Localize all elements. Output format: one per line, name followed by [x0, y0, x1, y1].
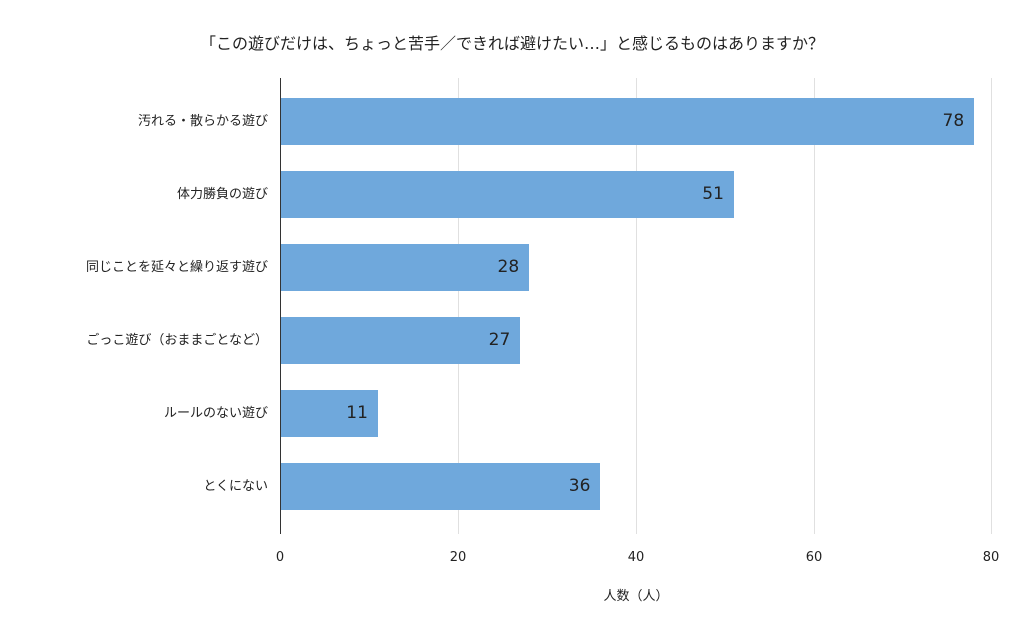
bar-value: 28	[497, 257, 520, 277]
bar-2: 28	[280, 244, 530, 291]
category-label: ごっこ遊び（おままごとなど）	[86, 333, 268, 348]
chart-title: 「この遊びだけは、ちょっと苦手／できれば避けたい…」と感じるものはありますか？	[199, 34, 824, 53]
x-tick: 0	[275, 550, 285, 565]
category-label: 体力勝負の遊び	[176, 187, 268, 202]
gridline-80	[991, 78, 992, 534]
gridline-40	[636, 78, 637, 534]
bar-4: 11	[280, 390, 378, 437]
x-tick: 20	[449, 550, 467, 565]
bar-1: 51	[280, 171, 734, 218]
category-label: 汚れる・散らかる遊び	[137, 114, 268, 129]
gridline-20	[458, 78, 459, 534]
bar-value: 36	[568, 476, 591, 496]
bar-value: 11	[346, 403, 368, 423]
bar-value: 78	[942, 111, 965, 131]
x-tick: 80	[982, 550, 1000, 565]
bar-value: 51	[702, 184, 724, 204]
category-label: ルールのない遊び	[163, 406, 268, 421]
bar-value: 27	[488, 330, 511, 350]
category-label: とくにない	[203, 479, 268, 494]
y-axis-line	[280, 78, 281, 534]
plot-area: 78 51 28 27 11 36	[280, 78, 992, 534]
bar-5: 36	[280, 463, 601, 510]
x-tick: 60	[805, 550, 823, 565]
x-tick: 40	[627, 550, 645, 565]
x-axis-title: 人数（人）	[603, 589, 669, 604]
category-label: 同じことを延々と繰り返す遊び	[85, 260, 268, 275]
gridline-60	[814, 78, 815, 534]
bar-3: 27	[280, 317, 521, 364]
bar-0: 78	[280, 98, 975, 145]
